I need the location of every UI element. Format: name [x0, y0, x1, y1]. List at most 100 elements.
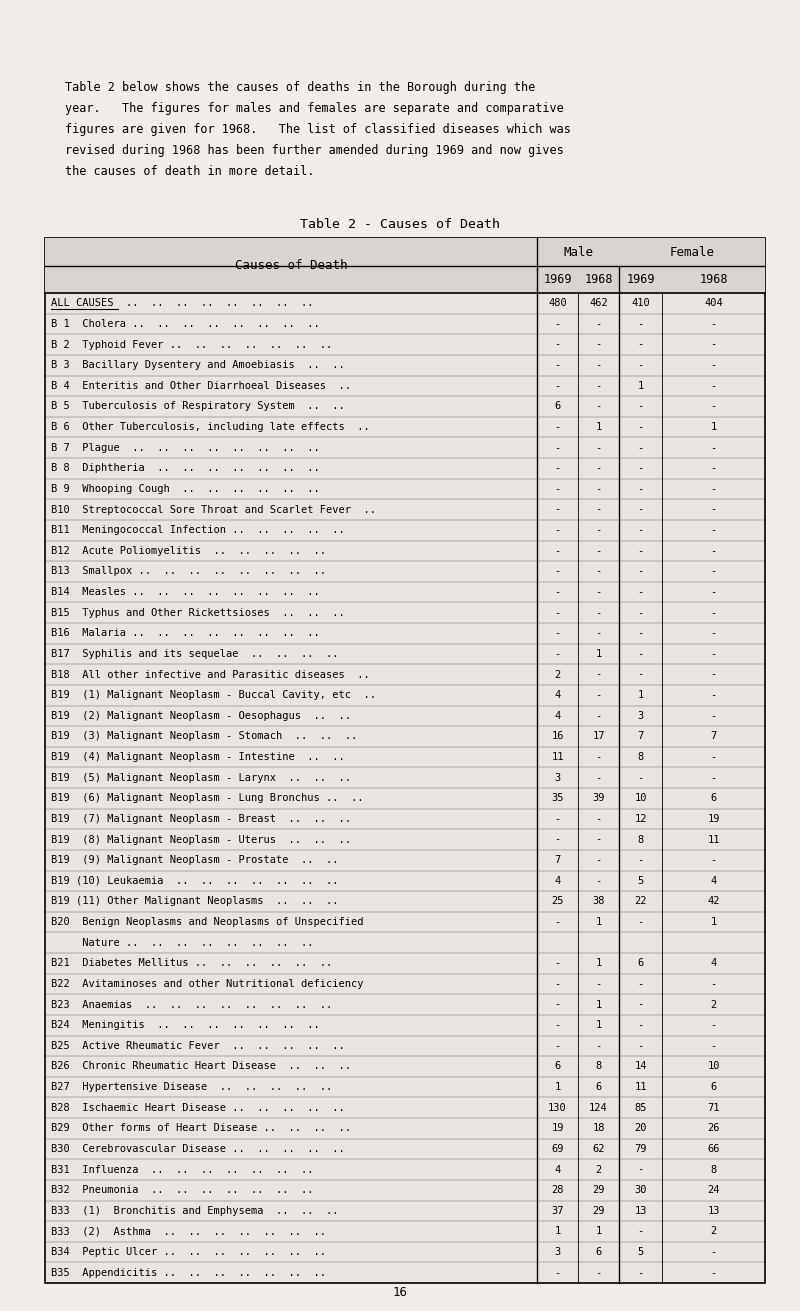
Text: 1: 1	[595, 1020, 602, 1030]
Text: Nature ..  ..  ..  ..  ..  ..  ..  ..: Nature .. .. .. .. .. .. .. ..	[51, 937, 314, 948]
Text: 42: 42	[707, 897, 720, 906]
Text: -: -	[638, 443, 644, 452]
Text: 17: 17	[592, 732, 605, 742]
Text: -: -	[638, 566, 644, 577]
Text: B30  Cerebrovascular Disease ..  ..  ..  ..  ..: B30 Cerebrovascular Disease .. .. .. .. …	[51, 1145, 345, 1154]
Text: B13  Smallpox ..  ..  ..  ..  ..  ..  ..  ..: B13 Smallpox .. .. .. .. .. .. .. ..	[51, 566, 326, 577]
Text: 20: 20	[634, 1124, 646, 1133]
Text: -: -	[638, 587, 644, 597]
Text: B33  (2)  Asthma  ..  ..  ..  ..  ..  ..  ..: B33 (2) Asthma .. .. .. .. .. .. ..	[51, 1226, 326, 1236]
Text: -: -	[595, 979, 602, 988]
Text: -: -	[710, 463, 717, 473]
Text: -: -	[554, 835, 561, 844]
Text: 2: 2	[595, 1164, 602, 1175]
Text: -: -	[638, 484, 644, 494]
Text: -: -	[595, 340, 602, 350]
Text: 2: 2	[710, 1226, 717, 1236]
Text: 4: 4	[554, 1164, 561, 1175]
Text: B14  Measles ..  ..  ..  ..  ..  ..  ..  ..: B14 Measles .. .. .. .. .. .. .. ..	[51, 587, 320, 597]
Bar	[45, 239, 765, 292]
Text: B19  (8) Malignant Neoplasm - Uterus  ..  ..  ..: B19 (8) Malignant Neoplasm - Uterus .. .…	[51, 835, 351, 844]
Text: 28: 28	[551, 1185, 564, 1196]
Text: figures are given for 1968.   The list of classified diseases which was: figures are given for 1968. The list of …	[65, 123, 571, 136]
Text: -: -	[638, 1164, 644, 1175]
Text: -: -	[710, 361, 717, 370]
Text: -: -	[554, 361, 561, 370]
Text: B19  (4) Malignant Neoplasm - Intestine  ..  ..: B19 (4) Malignant Neoplasm - Intestine .…	[51, 753, 345, 762]
Text: 8: 8	[638, 753, 644, 762]
Text: 1: 1	[554, 1226, 561, 1236]
Text: -: -	[710, 753, 717, 762]
Text: 1: 1	[595, 422, 602, 433]
Text: 12: 12	[634, 814, 646, 823]
Text: B19  (6) Malignant Neoplasm - Lung Bronchus ..  ..: B19 (6) Malignant Neoplasm - Lung Bronch…	[51, 793, 363, 804]
Text: 16: 16	[393, 1286, 407, 1299]
Text: 13: 13	[634, 1206, 646, 1215]
Text: B 1  Cholera ..  ..  ..  ..  ..  ..  ..  ..: B 1 Cholera .. .. .. .. .. .. .. ..	[51, 319, 320, 329]
Text: -: -	[595, 566, 602, 577]
Text: -: -	[554, 1268, 561, 1278]
Text: -: -	[554, 463, 561, 473]
Text: 124: 124	[589, 1103, 608, 1113]
Text: 1: 1	[595, 999, 602, 1009]
Text: 11: 11	[707, 835, 720, 844]
Text: B19  (2) Malignant Neoplasm - Oesophagus  ..  ..: B19 (2) Malignant Neoplasm - Oesophagus …	[51, 711, 351, 721]
Text: 7: 7	[710, 732, 717, 742]
Text: year.   The figures for males and females are separate and comparative: year. The figures for males and females …	[65, 102, 564, 115]
Text: 3: 3	[638, 711, 644, 721]
Text: -: -	[595, 711, 602, 721]
Text: -: -	[710, 690, 717, 700]
Text: -: -	[554, 443, 561, 452]
Text: -: -	[554, 1020, 561, 1030]
Text: 69: 69	[551, 1145, 564, 1154]
Text: 1: 1	[710, 422, 717, 433]
Text: -: -	[638, 505, 644, 514]
Text: -: -	[595, 361, 602, 370]
Text: -: -	[638, 918, 644, 927]
Text: 6: 6	[638, 958, 644, 969]
Text: B 2  Typhoid Fever ..  ..  ..  ..  ..  ..  ..: B 2 Typhoid Fever .. .. .. .. .. .. ..	[51, 340, 332, 350]
Text: B 9  Whooping Cough  ..  ..  ..  ..  ..  ..: B 9 Whooping Cough .. .. .. .. .. ..	[51, 484, 320, 494]
Text: 16: 16	[551, 732, 564, 742]
Text: B32  Pneumonia  ..  ..  ..  ..  ..  ..  ..: B32 Pneumonia .. .. .. .. .. .. ..	[51, 1185, 314, 1196]
Text: -: -	[710, 545, 717, 556]
Text: 11: 11	[634, 1082, 646, 1092]
Text: -: -	[595, 463, 602, 473]
Text: -: -	[595, 1041, 602, 1051]
Text: -: -	[710, 340, 717, 350]
Text: B19 (11) Other Malignant Neoplasms  ..  ..  ..: B19 (11) Other Malignant Neoplasms .. ..…	[51, 897, 338, 906]
Text: -: -	[595, 505, 602, 514]
Text: 4: 4	[710, 876, 717, 886]
Text: 5: 5	[638, 1247, 644, 1257]
Text: B27  Hypertensive Disease  ..  ..  ..  ..  ..: B27 Hypertensive Disease .. .. .. .. ..	[51, 1082, 332, 1092]
Text: 1969: 1969	[543, 273, 572, 286]
Text: -: -	[710, 628, 717, 638]
Text: -: -	[595, 484, 602, 494]
Text: -: -	[595, 814, 602, 823]
Text: 480: 480	[548, 299, 567, 308]
Text: 8: 8	[710, 1164, 717, 1175]
Text: 30: 30	[634, 1185, 646, 1196]
Text: -: -	[638, 608, 644, 617]
Text: B 7  Plague  ..  ..  ..  ..  ..  ..  ..  ..: B 7 Plague .. .. .. .. .. .. .. ..	[51, 443, 320, 452]
Text: -: -	[710, 505, 717, 514]
Text: -: -	[710, 670, 717, 679]
Text: -: -	[710, 855, 717, 865]
Text: -: -	[638, 999, 644, 1009]
Text: -: -	[595, 753, 602, 762]
Text: -: -	[710, 319, 717, 329]
Text: -: -	[638, 1226, 644, 1236]
Text: 462: 462	[589, 299, 608, 308]
Text: 19: 19	[707, 814, 720, 823]
Text: -: -	[638, 422, 644, 433]
Text: -: -	[554, 814, 561, 823]
Text: -: -	[638, 340, 644, 350]
Text: 10: 10	[707, 1062, 720, 1071]
Text: -: -	[710, 772, 717, 783]
Text: 1: 1	[710, 918, 717, 927]
Text: -: -	[710, 443, 717, 452]
Text: 4: 4	[710, 958, 717, 969]
Text: 2: 2	[710, 999, 717, 1009]
Text: 39: 39	[592, 793, 605, 804]
Text: -: -	[554, 319, 561, 329]
